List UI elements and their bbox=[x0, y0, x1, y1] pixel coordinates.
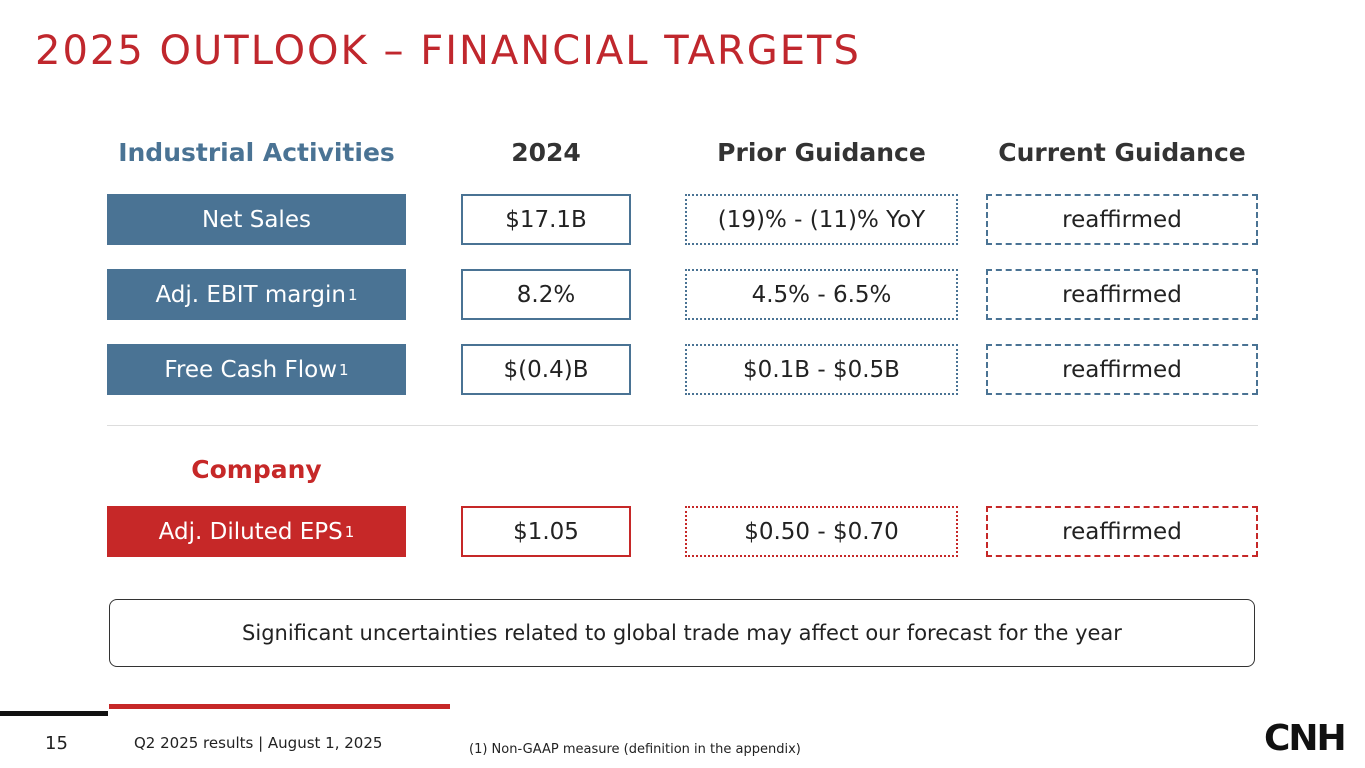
value-box: (19)% - (11)% YoY bbox=[685, 194, 958, 245]
column-header: Prior Guidance bbox=[717, 138, 926, 167]
value-box: $0.50 - $0.70 bbox=[685, 506, 958, 557]
label-text: Free Cash Flow bbox=[164, 356, 338, 383]
value-box: reaffirmed bbox=[986, 344, 1258, 395]
label-text: Adj. EBIT margin bbox=[155, 281, 346, 308]
value-text: reaffirmed bbox=[1062, 281, 1182, 308]
value-text: 4.5% - 6.5% bbox=[751, 281, 892, 308]
value-text: 8.2% bbox=[516, 281, 576, 308]
logo: CNH bbox=[1264, 718, 1347, 759]
value-text: $17.1B bbox=[505, 206, 587, 233]
page-number: 15 bbox=[45, 733, 68, 754]
title: 2025 OUTLOOK – FINANCIAL TARGETS bbox=[35, 28, 861, 74]
footer-bar bbox=[0, 711, 108, 716]
label-text: Net Sales bbox=[202, 206, 311, 233]
value-text: (19)% - (11)% YoY bbox=[717, 206, 926, 233]
note-text: Significant uncertainties related to glo… bbox=[242, 621, 1122, 645]
column-header: 2024 bbox=[511, 138, 581, 167]
value-box: 8.2% bbox=[461, 269, 631, 320]
row-label: Free Cash Flow 1 bbox=[107, 344, 406, 395]
value-text: reaffirmed bbox=[1062, 356, 1182, 383]
footer-bar bbox=[109, 704, 450, 709]
value-text: $0.1B - $0.5B bbox=[743, 356, 900, 383]
note-box: Significant uncertainties related to glo… bbox=[109, 599, 1255, 667]
value-box: $17.1B bbox=[461, 194, 631, 245]
divider bbox=[107, 425, 1258, 426]
value-text: $(0.4)B bbox=[503, 356, 589, 383]
row-label: Net Sales bbox=[107, 194, 406, 245]
row-label: Adj. EBIT margin 1 bbox=[107, 269, 406, 320]
value-box: $1.05 bbox=[461, 506, 631, 557]
footnote-marker: 1 bbox=[339, 360, 349, 379]
label-text: Adj. Diluted EPS bbox=[158, 518, 343, 545]
section-header: Industrial Activities bbox=[118, 138, 395, 167]
value-box: $(0.4)B bbox=[461, 344, 631, 395]
row-label: Adj. Diluted EPS 1 bbox=[107, 506, 406, 557]
value-text: reaffirmed bbox=[1062, 206, 1182, 233]
footnote-marker: 1 bbox=[344, 522, 355, 541]
value-box: 4.5% - 6.5% bbox=[685, 269, 958, 320]
value-text: $0.50 - $0.70 bbox=[744, 518, 899, 545]
value-box: reaffirmed bbox=[986, 194, 1258, 245]
value-box: $0.1B - $0.5B bbox=[685, 344, 958, 395]
value-box: reaffirmed bbox=[986, 506, 1258, 557]
value-text: reaffirmed bbox=[1062, 518, 1182, 545]
footnote: (1) Non-GAAP measure (definition in the … bbox=[469, 742, 801, 757]
footnote-marker: 1 bbox=[347, 285, 358, 304]
section-header: Company bbox=[191, 455, 322, 484]
footer-text: Q2 2025 results | August 1, 2025 bbox=[134, 734, 383, 752]
value-box: reaffirmed bbox=[986, 269, 1258, 320]
value-text: $1.05 bbox=[513, 518, 579, 545]
column-header: Current Guidance bbox=[998, 138, 1246, 167]
